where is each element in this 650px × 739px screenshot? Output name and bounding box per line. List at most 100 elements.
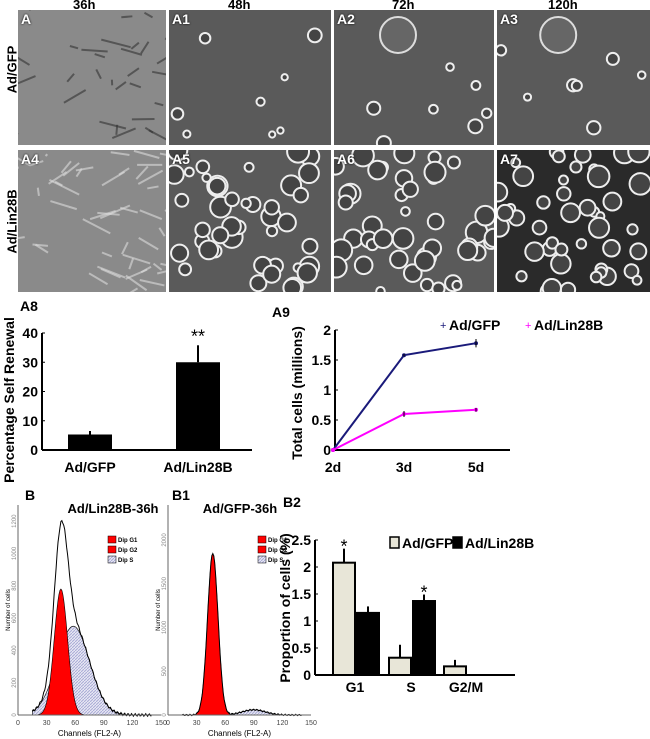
y-tick-label: 1000 — [162, 620, 168, 634]
cell — [32, 243, 49, 247]
legend-swatch — [107, 535, 117, 544]
legend-swatch — [107, 555, 117, 564]
legend-label: Ad/Lin28B — [465, 535, 534, 551]
cell — [554, 242, 569, 257]
cell — [169, 164, 185, 185]
cell — [589, 270, 603, 284]
significance-mark: * — [420, 583, 427, 603]
cell — [34, 243, 49, 254]
cell — [605, 51, 620, 66]
cell — [170, 107, 185, 121]
cell — [135, 165, 149, 180]
cell — [201, 172, 212, 183]
cell — [169, 150, 189, 162]
cell — [556, 186, 572, 202]
cell — [512, 165, 535, 188]
cell — [467, 118, 484, 135]
cell — [497, 203, 514, 222]
cell — [286, 150, 311, 164]
cell — [402, 263, 423, 283]
cell — [470, 80, 482, 91]
x-tick-label: 30 — [193, 720, 201, 727]
cell — [263, 199, 280, 216]
cell — [375, 135, 392, 145]
legend-label: Dip G2 — [118, 548, 138, 554]
y-axis-label: Number of cells — [6, 589, 12, 631]
cell — [160, 262, 166, 266]
cell — [156, 270, 166, 275]
micrograph-a1: A1 — [169, 10, 331, 145]
cell — [82, 218, 111, 235]
cell — [89, 209, 116, 221]
y-tick-label: 800 — [12, 580, 18, 591]
cell — [280, 73, 289, 82]
cell — [334, 156, 345, 176]
y-tick-label: 0 — [12, 713, 18, 717]
cell — [101, 251, 113, 258]
y-tick-label: 0 — [162, 713, 168, 717]
cell — [306, 27, 323, 44]
bar — [356, 611, 380, 677]
panel-label: A1 — [172, 11, 190, 27]
cell — [128, 258, 135, 270]
bar — [68, 434, 112, 450]
cell — [156, 57, 166, 65]
cell — [159, 152, 166, 156]
x-tick-label: 0 — [166, 720, 170, 727]
cell — [182, 129, 192, 139]
cell — [551, 150, 566, 164]
cell — [18, 75, 36, 85]
micrograph-a4: A4 — [18, 150, 166, 292]
cell — [276, 126, 285, 135]
legend-swatch — [389, 536, 400, 549]
cell — [29, 160, 44, 167]
panel-label: A4 — [21, 151, 39, 167]
cell — [54, 180, 63, 187]
cell — [575, 238, 588, 250]
cell — [602, 238, 621, 258]
cell — [183, 166, 195, 178]
legend-marker: + — [440, 320, 446, 332]
cell — [366, 100, 382, 116]
legend-label: Ad/Lin28B — [534, 317, 603, 333]
cell — [121, 241, 129, 255]
column-header-48h: 48h — [228, 0, 251, 12]
micrograph-a3: A3 — [497, 10, 650, 145]
legend-label: Dip G1 — [268, 538, 288, 544]
cell — [139, 279, 165, 287]
chart-b: 0 30 60 90 120 150020040060080010001200Channe… — [6, 501, 167, 738]
panel-label: A5 — [172, 151, 190, 167]
significance-mark: ** — [191, 326, 205, 346]
panel-label-b2: B2 — [283, 494, 301, 510]
x-tick-label: S — [406, 679, 415, 695]
cell — [138, 237, 159, 251]
cell — [393, 150, 416, 165]
cell — [99, 204, 131, 220]
cell — [198, 31, 212, 45]
cell — [151, 70, 166, 76]
cell — [36, 187, 40, 197]
y-tick-label: 40 — [22, 325, 38, 341]
cell — [573, 150, 592, 164]
cell — [262, 264, 282, 284]
cell — [81, 48, 108, 53]
cell — [119, 206, 139, 214]
bar — [332, 561, 356, 676]
cell — [152, 262, 163, 271]
cell — [211, 226, 230, 245]
cell — [75, 168, 83, 178]
micrograph-a6: A6 — [334, 150, 494, 292]
cell — [18, 236, 25, 240]
cell — [170, 243, 190, 263]
column-header-36h: 36h — [73, 0, 96, 12]
panel-label: A — [21, 11, 32, 27]
cell — [130, 41, 140, 50]
cell — [282, 277, 303, 292]
significance-mark: * — [340, 537, 347, 557]
y-tick-label: 0.5 — [312, 412, 332, 428]
histogram-title: Ad/GFP-36h — [203, 501, 277, 516]
cell — [139, 209, 163, 220]
